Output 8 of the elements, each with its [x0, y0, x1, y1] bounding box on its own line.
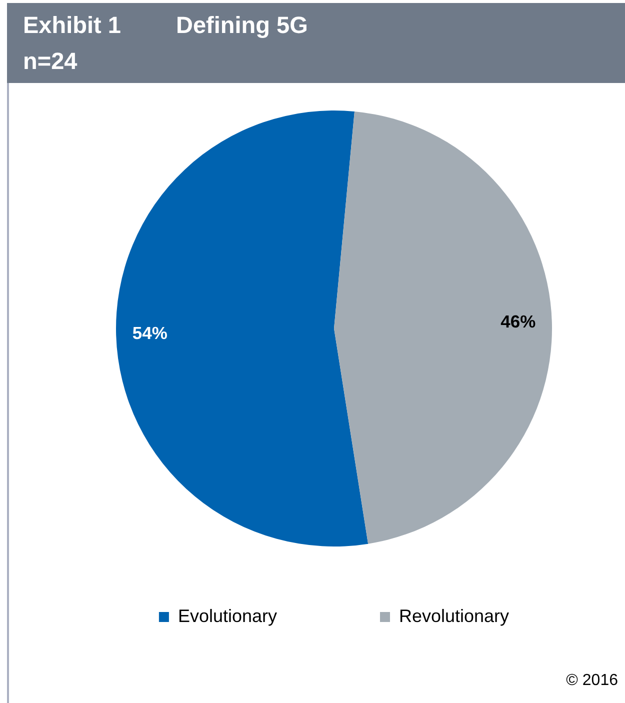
chart-subtitle: n=24: [23, 48, 78, 74]
data-label: 54%: [132, 323, 168, 344]
text: © 2016: [566, 672, 618, 689]
text: Exhibit 1: [23, 12, 121, 38]
chart-title: Defining 5G: [176, 12, 308, 38]
data-label: 46%: [500, 312, 536, 332]
legend-label: Revolutionary: [399, 606, 510, 626]
legend-label: Evolutionary: [178, 606, 278, 626]
